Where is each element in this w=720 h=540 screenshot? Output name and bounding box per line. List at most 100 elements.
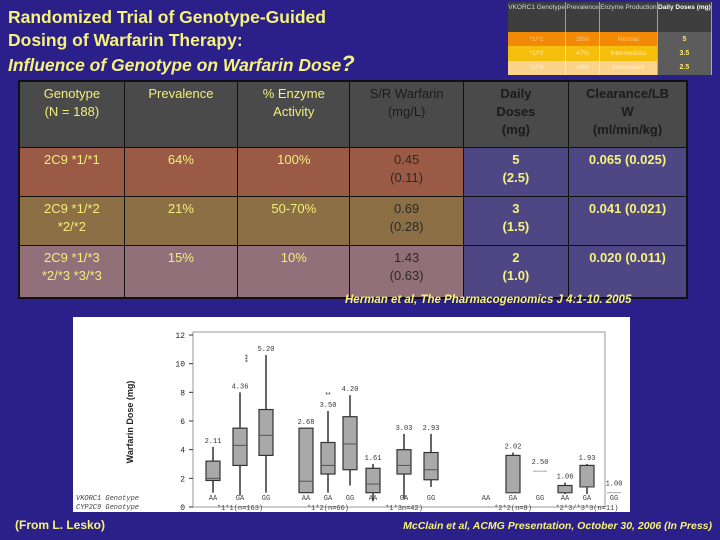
svg-text:3.03: 3.03 [396, 425, 413, 433]
inset-cell: *1/*2 [508, 46, 567, 61]
svg-text:1.93: 1.93 [579, 455, 596, 463]
svg-text:*2*3/*3*3(n=11): *2*3/*3*3(n=11) [555, 505, 618, 512]
cell-enzyme: 100% [237, 147, 351, 197]
vkorc1-inset-table: VKORC1 Genotype Prevalence Enzyme Produc… [508, 2, 713, 75]
svg-text:**: ** [325, 392, 331, 399]
svg-text:GG: GG [427, 495, 435, 503]
header-genotype: Genotype (N = 188) [18, 80, 125, 148]
source-credit: (From L. Lesko) [15, 518, 106, 532]
svg-text:2: 2 [180, 475, 185, 484]
table-row: 2C9 *1/*3 *2/*3 *3/*3 15% 10% 1.43 (0.63) … [18, 245, 688, 299]
inset-header: VKORC1 Genotype [508, 2, 567, 32]
cell-sr: 1.43 (0.63) [349, 245, 464, 299]
cell-clearance: 0.065 (0.025) [568, 147, 688, 197]
cell-prevalence: 15% [123, 245, 239, 299]
inset-cell: 47% [565, 46, 600, 61]
cell-clearance: 0.020 (0.011) [568, 245, 688, 299]
svg-text:3.50: 3.50 [320, 402, 337, 410]
header-daily-doses: Daily Doses (mg) [462, 80, 570, 148]
svg-text:CYP2C9 Genotype: CYP2C9 Genotype [76, 504, 139, 512]
svg-text:10: 10 [175, 361, 185, 370]
svg-text:*1*1(n=163): *1*1(n=163) [217, 505, 263, 512]
cell-dose: 5 (2.5) [462, 147, 570, 197]
svg-text:*2*2(n=8): *2*2(n=8) [494, 505, 532, 512]
inset-row: *1/*2 47% Intermediate 3.5 [508, 46, 713, 61]
svg-text:Warfarin Dose (mg): Warfarin Dose (mg) [125, 381, 135, 464]
cell-genotype: 2C9 *1/*3 *2/*3 *3/*3 [18, 245, 125, 299]
svg-text:0: 0 [180, 504, 185, 512]
inset-cell: 5 [657, 31, 713, 47]
citation-mcclain: McClain et al, ACMG Presentation, Octobe… [403, 520, 712, 532]
cell-prevalence: 64% [123, 147, 239, 197]
svg-text:GG: GG [610, 495, 618, 503]
cell-clearance: 0.041 (0.021) [568, 196, 688, 246]
svg-text:2.02: 2.02 [505, 444, 522, 452]
cell-genotype: 2C9 *1/*2 *2/*2 [18, 196, 125, 246]
inset-cell: Intermediate [599, 46, 658, 61]
svg-text:2.68: 2.68 [298, 419, 315, 427]
table-row: 2C9 *1/*1 64% 100% 0.45 (0.11) 5 (2.5) 0.0… [18, 147, 688, 197]
inset-row: *2/*2 18% Decreased 2.5 [508, 60, 713, 75]
inset-cell: Decreased [599, 60, 658, 75]
svg-text:4.20: 4.20 [342, 386, 359, 394]
svg-text:*1*3n=42): *1*3n=42) [385, 505, 423, 512]
svg-text:8: 8 [180, 389, 185, 398]
svg-text:GA: GA [509, 495, 518, 503]
inset-cell: *2/*2 [508, 60, 567, 75]
svg-text:5.20: 5.20 [258, 346, 275, 354]
svg-text:4: 4 [180, 447, 185, 456]
cell-genotype: 2C9 *1/*1 [18, 147, 125, 197]
svg-text:AA: AA [302, 495, 311, 503]
inset-header: Prevalence [565, 2, 600, 32]
svg-text:GG: GG [262, 495, 270, 503]
cell-sr: 0.69 (0.28) [349, 196, 464, 246]
svg-text:2.93: 2.93 [423, 425, 440, 433]
cell-dose: 3 (1.5) [462, 196, 570, 246]
svg-text:2.11: 2.11 [205, 438, 222, 446]
subtitle: Influence of Genotype on Warfarin Dose? [8, 51, 355, 76]
boxplot-svg: 0 2 4 6 8 10 12 Warfarin Dose (mg) VKORC1 Genoty… [76, 331, 623, 512]
svg-text:12: 12 [175, 332, 185, 341]
inset-cell: 2.5 [657, 60, 713, 75]
title-line-1: Randomized Trial of Genotype-Guided [8, 7, 326, 27]
svg-text:4.36: 4.36 [232, 383, 249, 391]
header-prevalence: Prevalence [123, 80, 239, 148]
cell-enzyme: 10% [237, 245, 351, 299]
citation-herman: Herman et al, The Pharmacogenomics J 4:1… [345, 294, 632, 306]
warfarin-dose-boxplot: 0 2 4 6 8 10 12 Warfarin Dose (mg) VKORC1 Genoty… [73, 317, 630, 512]
genotype-table: Genotype (N = 188) Prevalence % Enzyme Act… [18, 80, 688, 299]
svg-text:1.00: 1.00 [606, 481, 623, 489]
table-row: 2C9 *1/*2 *2/*2 21% 50-70% 0.69 (0.28) 3 (1… [18, 196, 688, 246]
svg-text:6: 6 [180, 418, 185, 427]
cell-enzyme: 50-70% [237, 196, 351, 246]
svg-text:GA: GA [583, 495, 592, 503]
header-sr-warfarin: S/R Warfarin (mg/L) [349, 80, 464, 148]
inset-cell: 3.5 [657, 46, 713, 61]
cell-dose: 2 (1.0) [462, 245, 570, 299]
inset-cell: Normal [599, 31, 658, 47]
svg-text:AA: AA [482, 495, 491, 503]
inset-cell: 35% [565, 31, 600, 47]
header-clearance: Clearance/LB W (ml/min/kg) [568, 80, 688, 148]
svg-text:VKORC1 Genotype: VKORC1 Genotype [76, 495, 139, 503]
svg-text:1.06: 1.06 [557, 474, 574, 482]
svg-text:AA: AA [561, 495, 570, 503]
svg-text:2.50: 2.50 [532, 459, 549, 467]
cell-prevalence: 21% [123, 196, 239, 246]
inset-row: *1/*1 35% Normal 5 [508, 31, 713, 47]
title-line-2: Dosing of Warfarin Therapy: [8, 30, 243, 50]
svg-text:1.61: 1.61 [365, 455, 382, 463]
svg-text:*1*2(n=66): *1*2(n=66) [307, 505, 349, 512]
header-enzyme-activity: % Enzyme Activity [237, 80, 351, 148]
svg-text:AA: AA [209, 495, 218, 503]
slide-title: Randomized Trial of Genotype-Guided Dosi… [8, 6, 355, 77]
svg-text:GA: GA [236, 495, 245, 503]
inset-cell: 18% [565, 60, 600, 75]
cell-sr: 0.45 (0.11) [349, 147, 464, 197]
inset-cell: *1/*1 [508, 31, 567, 47]
inset-header: Enzyme Production [599, 2, 658, 32]
svg-text:GG: GG [346, 495, 354, 503]
svg-text:***: *** [245, 354, 252, 362]
svg-text:GA: GA [400, 495, 409, 503]
table-header-row: Genotype (N = 188) Prevalence % Enzyme Act… [18, 80, 688, 148]
